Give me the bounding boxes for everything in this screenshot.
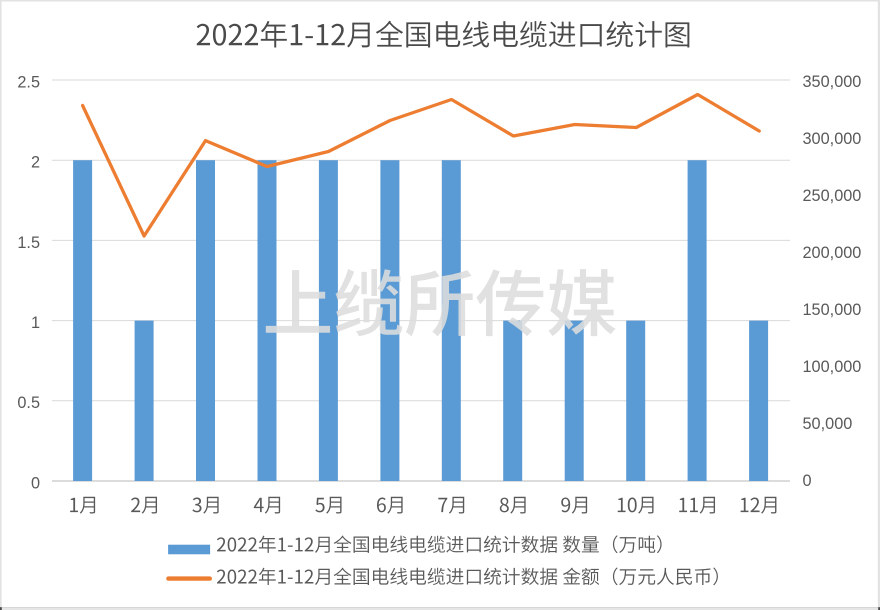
svg-text:0: 0 [803, 472, 812, 490]
svg-text:1.5: 1.5 [17, 234, 40, 252]
svg-text:0.5: 0.5 [17, 394, 40, 412]
svg-text:200,000: 200,000 [803, 244, 862, 262]
svg-text:250,000: 250,000 [803, 187, 862, 205]
svg-text:350,000: 350,000 [803, 73, 862, 91]
svg-text:1: 1 [31, 314, 40, 332]
svg-text:150,000: 150,000 [803, 301, 862, 319]
svg-text:2: 2 [31, 154, 40, 172]
svg-text:50,000: 50,000 [803, 415, 853, 433]
svg-text:0: 0 [31, 474, 40, 492]
svg-text:2.5: 2.5 [17, 74, 40, 92]
svg-text:100,000: 100,000 [803, 358, 862, 376]
svg-text:300,000: 300,000 [803, 130, 862, 148]
